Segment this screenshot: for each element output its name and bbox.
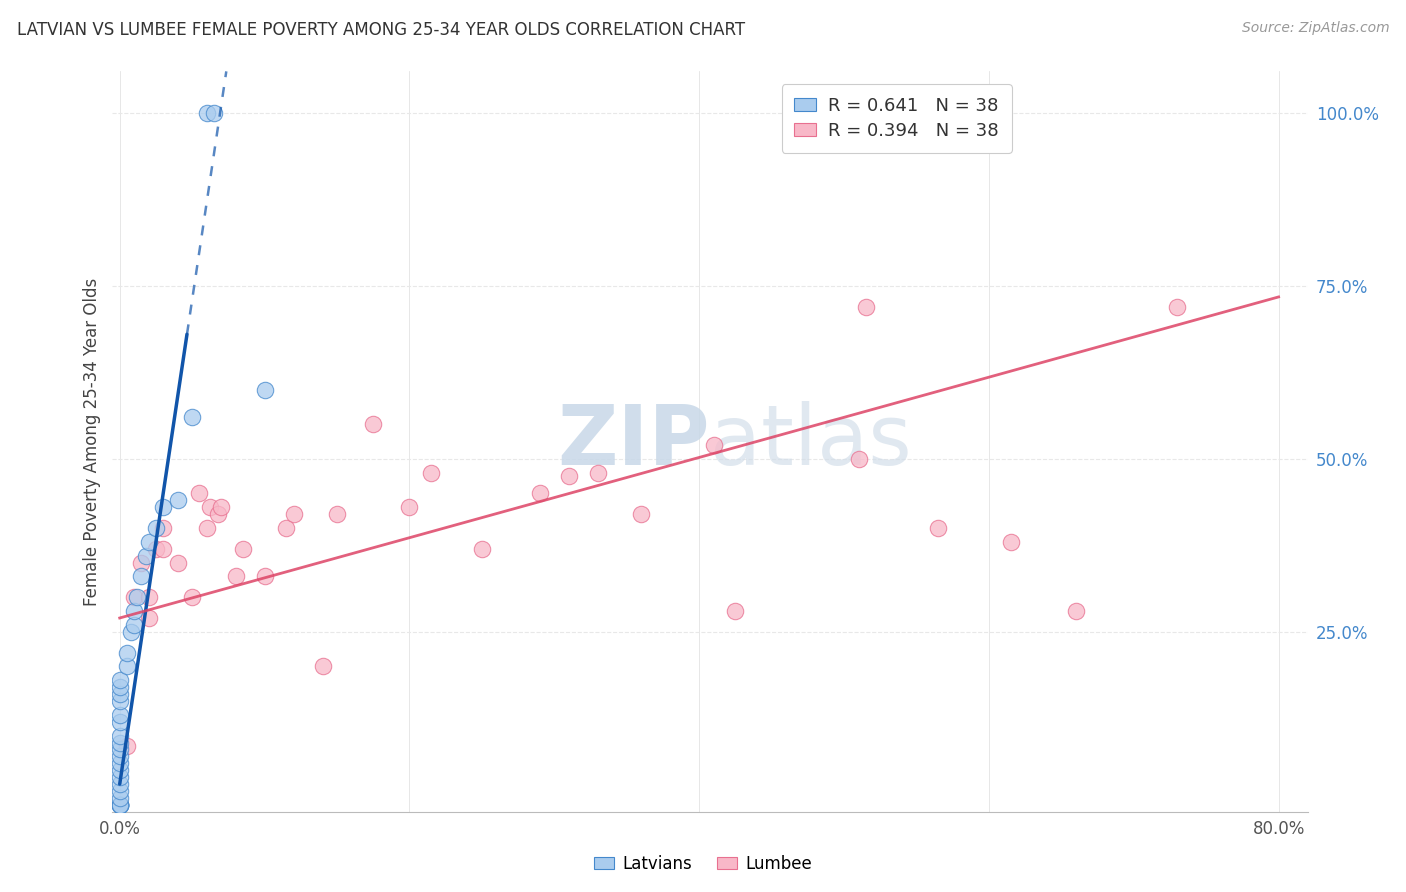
Point [108, 749, 131, 764]
Point [225, 569, 247, 583]
Point [855, 300, 877, 314]
Point [138, 611, 160, 625]
Point [361, 417, 384, 432]
Point [311, 659, 333, 673]
Point [131, 556, 153, 570]
Point [152, 500, 174, 515]
Point [108, 694, 131, 708]
Point [120, 624, 142, 639]
Point [181, 410, 204, 425]
Point [198, 500, 221, 515]
Point [166, 556, 188, 570]
Point [108, 735, 131, 749]
Point [108, 784, 131, 798]
Point [724, 604, 747, 618]
Point [207, 507, 229, 521]
Text: LATVIAN VS LUMBEE FEMALE POVERTY AMONG 25-34 YEAR OLDS CORRELATION CHART: LATVIAN VS LUMBEE FEMALE POVERTY AMONG 2… [17, 21, 745, 39]
Point [127, 591, 149, 605]
Point [529, 486, 551, 500]
Point [586, 466, 609, 480]
Point [131, 569, 153, 583]
Point [108, 687, 131, 701]
Point [471, 541, 494, 556]
Point [108, 797, 131, 812]
Point [283, 507, 305, 521]
Point [145, 521, 167, 535]
Point [848, 451, 870, 466]
Text: atlas: atlas [710, 401, 911, 482]
Point [232, 541, 254, 556]
Text: ZIP: ZIP [558, 401, 710, 482]
Point [558, 469, 581, 483]
Point [122, 604, 145, 618]
Point [202, 106, 225, 120]
Point [145, 541, 167, 556]
Point [253, 569, 276, 583]
Point [1064, 604, 1087, 618]
Point [138, 591, 160, 605]
Point [398, 500, 420, 515]
Point [630, 507, 652, 521]
Point [209, 500, 232, 515]
Point [195, 106, 218, 120]
Point [152, 521, 174, 535]
Point [108, 797, 131, 812]
Point [276, 521, 298, 535]
Point [1000, 534, 1022, 549]
Point [122, 618, 145, 632]
Point [326, 507, 349, 521]
Point [108, 797, 131, 812]
Point [181, 591, 204, 605]
Point [188, 486, 211, 500]
Point [166, 493, 188, 508]
Point [195, 521, 218, 535]
Point [115, 659, 138, 673]
Point [135, 549, 157, 563]
Legend: Latvians, Lumbee: Latvians, Lumbee [588, 848, 818, 880]
Point [138, 534, 160, 549]
Point [108, 756, 131, 771]
Point [108, 797, 131, 812]
Y-axis label: Female Poverty Among 25-34 Year Olds: Female Poverty Among 25-34 Year Olds [83, 277, 101, 606]
Point [420, 466, 443, 480]
Point [253, 383, 276, 397]
Legend: R = 0.641   N = 38, R = 0.394   N = 38: R = 0.641 N = 38, R = 0.394 N = 38 [782, 84, 1012, 153]
Point [108, 763, 131, 777]
Point [927, 521, 949, 535]
Point [108, 797, 131, 812]
Point [115, 739, 138, 753]
Point [108, 790, 131, 805]
Point [108, 707, 131, 722]
Point [108, 770, 131, 784]
Point [115, 646, 138, 660]
Point [108, 714, 131, 729]
Point [108, 777, 131, 791]
Point [152, 541, 174, 556]
Point [108, 797, 131, 812]
Point [108, 742, 131, 756]
Point [1166, 300, 1188, 314]
Point [108, 729, 131, 743]
Text: Source: ZipAtlas.com: Source: ZipAtlas.com [1241, 21, 1389, 36]
Point [108, 680, 131, 694]
Point [122, 591, 145, 605]
Point [108, 673, 131, 688]
Point [703, 438, 725, 452]
